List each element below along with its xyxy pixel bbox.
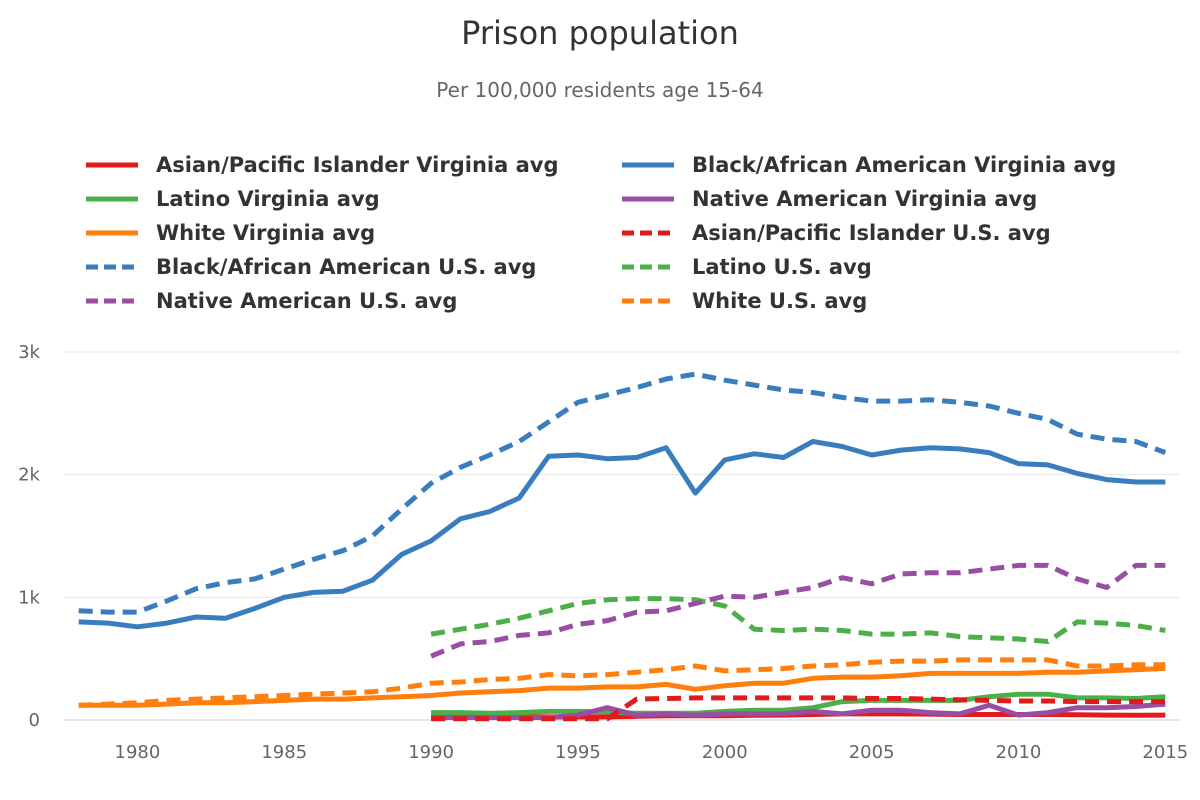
series-line-white-virginia-avg (78, 666, 1166, 708)
legend-item-latino-u-s-avg[interactable]: Latino U.S. avg (620, 250, 872, 284)
chart-subtitle: Per 100,000 residents age 15-64 (436, 78, 764, 102)
legend-item-native-american-u-s-avg[interactable]: Native American U.S. avg (84, 284, 457, 318)
series-line-native-american-u-s-avg (430, 562, 1166, 659)
legend-swatch (86, 196, 138, 202)
y-tick-label: 3k (18, 342, 40, 363)
series-line-latino-virginia-avg (431, 691, 1166, 716)
x-axis-ticks: 1980 1985 1990 1995 2000 2005 2010 2015 (115, 742, 1189, 763)
legend-label: Latino U.S. avg (692, 255, 872, 279)
legend-swatch (86, 230, 138, 236)
legend-item-white-virginia-avg[interactable]: White Virginia avg (84, 216, 375, 250)
legend-label: Black/African American Virginia avg (692, 153, 1117, 177)
legend-swatch (622, 162, 674, 168)
x-tick-label: 1995 (555, 742, 601, 763)
x-tick-label: 2000 (702, 742, 748, 763)
legend-item-asian-pacific-islander-virginia-avg[interactable]: Asian/Pacific Islander Virginia avg (84, 148, 558, 182)
legend-label: Latino Virginia avg (156, 187, 380, 211)
x-tick-label: 2005 (849, 742, 895, 763)
x-tick-label: 1985 (261, 742, 307, 763)
legend-label: White Virginia avg (156, 221, 376, 245)
chart-title: Prison population (461, 14, 739, 52)
legend-swatch (86, 162, 138, 168)
series-line-black-african-american-u-s-avg (78, 371, 1167, 615)
x-tick-label: 2010 (996, 742, 1042, 763)
series-line-latino-u-s-avg (430, 596, 1166, 644)
legend-item-native-american-virginia-avg[interactable]: Native American Virginia avg (620, 182, 1037, 216)
legend-item-latino-virginia-avg[interactable]: Latino Virginia avg (84, 182, 380, 216)
x-tick-label: 1990 (408, 742, 454, 763)
legend-swatch (622, 264, 674, 270)
x-tick-label: 1980 (115, 742, 161, 763)
legend-swatch (622, 298, 674, 304)
legend-swatch (86, 264, 138, 270)
y-axis-ticks: 0 1k 2k 3k (18, 342, 40, 731)
series-lines (78, 371, 1167, 722)
legend-swatch (622, 196, 674, 202)
legend-label: Asian/Pacific Islander U.S. avg (692, 221, 1051, 245)
series-line-white-u-s-avg (78, 657, 1166, 708)
legend-item-white-u-s-avg[interactable]: White U.S. avg (620, 284, 867, 318)
legend-swatch (622, 230, 674, 236)
x-tick-label: 2015 (1142, 742, 1188, 763)
legend-label: White U.S. avg (692, 289, 868, 313)
legend-label: Native American U.S. avg (156, 289, 458, 313)
legend-label: Black/African American U.S. avg (156, 255, 537, 279)
y-tick-label: 0 (29, 710, 40, 731)
legend-item-black-african-american-u-s-avg[interactable]: Black/African American U.S. avg (84, 250, 536, 284)
series-line-black-african-american-virginia-avg (78, 439, 1166, 630)
gridlines (64, 351, 1180, 721)
legend-swatch (86, 298, 138, 304)
series-line-asian-pacific-islander-u-s-avg (431, 695, 1166, 722)
legend-label: Asian/Pacific Islander Virginia avg (156, 153, 559, 177)
legend-item-asian-pacific-islander-u-s-avg[interactable]: Asian/Pacific Islander U.S. avg (620, 216, 1051, 250)
y-tick-label: 2k (18, 465, 40, 486)
legend-label: Native American Virginia avg (692, 187, 1038, 211)
legend-item-black-african-american-virginia-avg[interactable]: Black/African American Virginia avg (620, 148, 1116, 182)
y-tick-label: 1k (18, 587, 40, 608)
